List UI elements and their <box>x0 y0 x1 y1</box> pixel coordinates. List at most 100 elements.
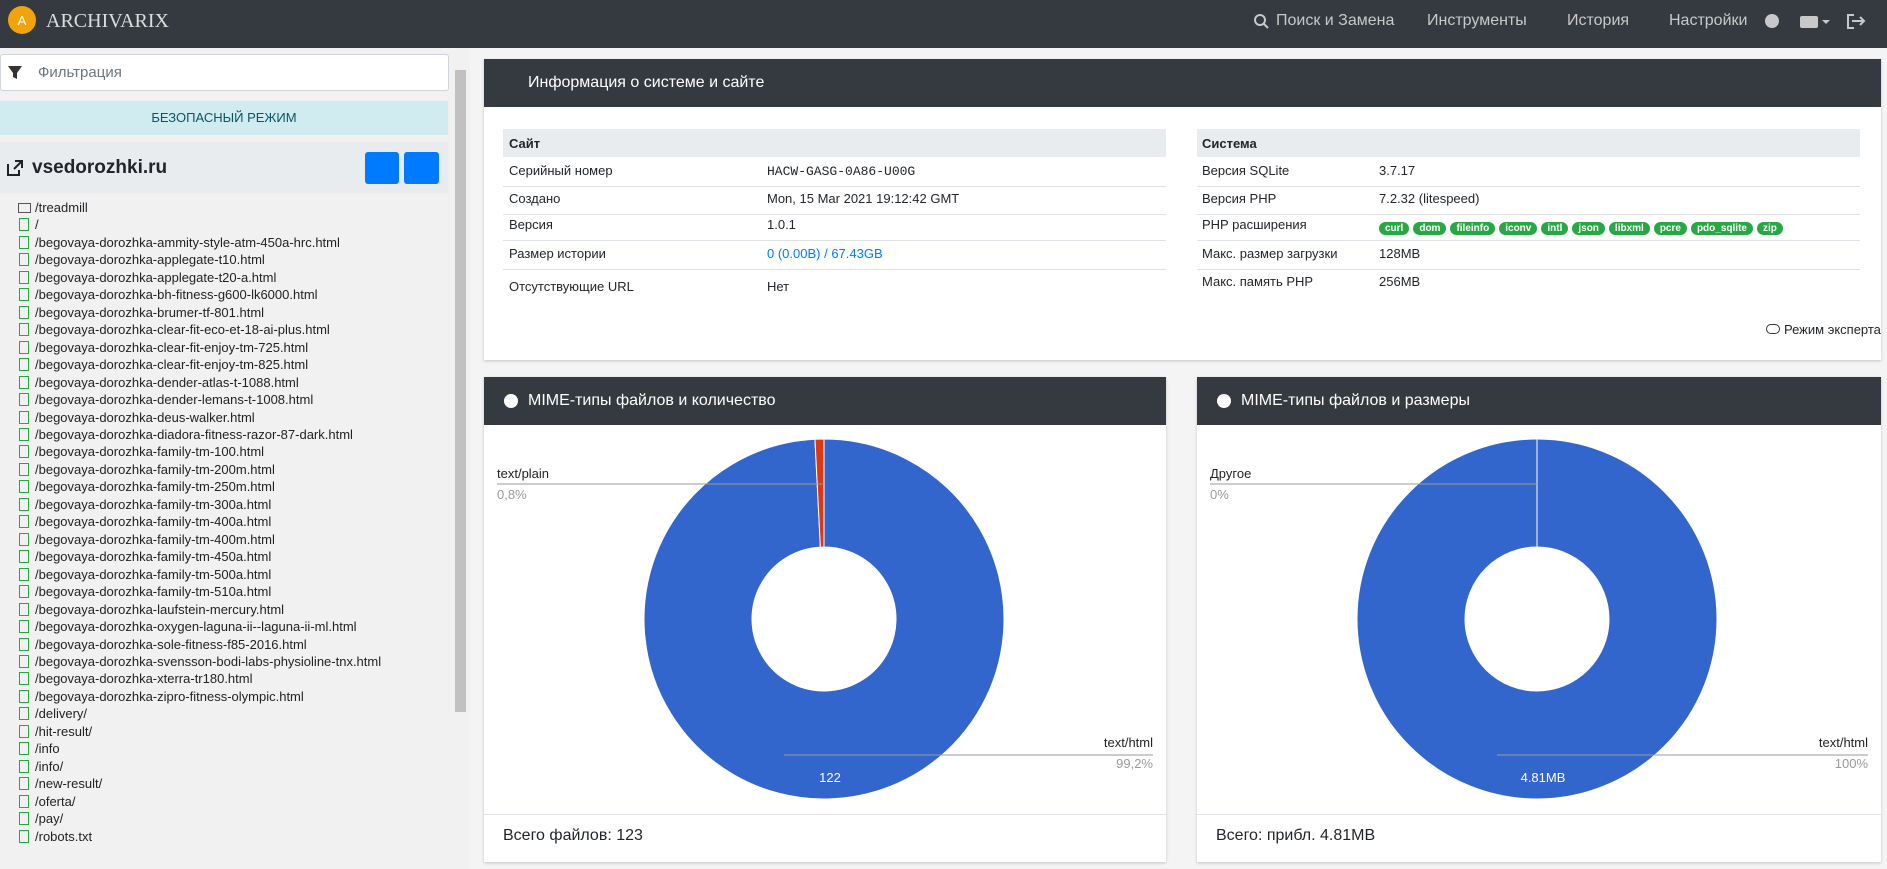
file-icon <box>19 760 29 773</box>
tree-file: /delivery/ <box>35 706 87 721</box>
row-label: Отсутствующие URL <box>509 279 634 294</box>
chart-footer: Всего: прибл. 4.81MB <box>1216 827 1375 845</box>
slice-percent: 100% <box>1835 756 1869 771</box>
tree-file: /begovaya-dorozhka-clear-fit-eco-et-18-a… <box>35 322 330 337</box>
nav-settings[interactable]: Настройки <box>1669 12 1747 30</box>
slice-label: Другое <box>1210 466 1251 481</box>
tree-file: /begovaya-dorozhka-oxygen-laguna-ii--lag… <box>35 619 357 634</box>
filter-placeholder: Фильтрация <box>38 64 122 81</box>
file-icon <box>19 830 29 843</box>
site-name[interactable]: vsedorozhki.ru <box>32 157 167 179</box>
row-divider <box>1197 240 1860 241</box>
folder-icon <box>18 203 31 213</box>
row-value: 1.0.1 <box>767 217 796 232</box>
badge: intl <box>1541 222 1568 235</box>
tree-file: /begovaya-dorozhka-bh-fitness-g600-lk600… <box>35 287 318 302</box>
file-icon <box>19 411 29 424</box>
system-header: Система <box>1202 136 1257 151</box>
row-label: Создано <box>509 191 560 206</box>
file-icon <box>19 655 29 668</box>
scrollbar[interactable] <box>454 54 467 869</box>
chart-title: MIME-типы файлов и размеры <box>1197 377 1881 425</box>
filter-input[interactable]: Фильтрация <box>0 54 449 91</box>
file-icon <box>19 725 29 738</box>
tree-file: /begovaya-dorozhka-family-tm-400m.html <box>35 532 275 547</box>
row-value: 7.2.32 (litespeed) <box>1379 191 1479 206</box>
badge: dom <box>1413 222 1446 235</box>
row-value: 3.7.17 <box>1379 163 1415 178</box>
file-icon <box>19 568 29 581</box>
tree-file: /begovaya-dorozhka-family-tm-100.html <box>35 444 264 459</box>
brand[interactable]: ARCHIVARIX <box>46 10 169 33</box>
tree-file: /robots.txt <box>35 829 92 844</box>
filter-icon <box>7 65 23 81</box>
tree-file: /begovaya-dorozhka-family-tm-300a.html <box>35 497 271 512</box>
row-divider <box>1197 214 1860 215</box>
nav-search[interactable]: Поиск и Замена <box>1276 12 1394 30</box>
row-value: Нет <box>767 279 789 294</box>
expand-button[interactable] <box>365 152 399 184</box>
file-icon <box>19 795 29 808</box>
tree-file: /info <box>35 741 60 756</box>
footer-line <box>484 814 1166 815</box>
tree-file: /begovaya-dorozhka-family-tm-200m.html <box>35 462 275 477</box>
row-label: PHP расширения <box>1202 217 1307 232</box>
tree-file: /begovaya-dorozhka-dender-lemans-t-1008.… <box>35 392 313 407</box>
row-label: Макс. размер загрузки <box>1202 246 1337 261</box>
tree-file: / <box>35 217 39 232</box>
file-icon <box>19 323 29 336</box>
logo: A <box>8 6 44 42</box>
site-header: Сайт <box>509 136 540 151</box>
row-value: 128MB <box>1379 246 1420 261</box>
value: Mon, 15 Mar 2021 19:12:42 GMT <box>767 191 959 206</box>
file-icon <box>19 445 29 458</box>
slice-percent: 0% <box>1210 487 1229 502</box>
row-label: Версия SQLite <box>1202 163 1289 178</box>
new-page-button[interactable] <box>404 152 439 184</box>
row-label: Серийный номер <box>509 163 613 178</box>
expert-mode[interactable]: Режим эксперта <box>1766 322 1881 337</box>
row-divider <box>1197 269 1860 270</box>
file-icon <box>19 603 29 616</box>
search-icon <box>1252 12 1272 32</box>
nav-tools[interactable]: Инструменты <box>1427 12 1527 30</box>
scroll-thumb[interactable] <box>455 70 466 712</box>
chart-panel: MIME-типы файлов и размеры Всего: прибл. … <box>1197 377 1881 862</box>
tree-file: /begovaya-dorozhka-sole-fitness-f85-2016… <box>35 637 307 652</box>
badge: json <box>1572 222 1605 235</box>
row-divider <box>503 186 1166 187</box>
tree-file: /begovaya-dorozhka-applegate-t20-a.html <box>35 270 276 285</box>
footer-line <box>1197 814 1881 815</box>
tree-file: /oferta/ <box>35 794 75 809</box>
slice-value: 4.81MB <box>1521 770 1566 785</box>
file-icon <box>19 271 29 284</box>
tree: /treadmill//begovaya-dorozhka-ammity-sty… <box>0 198 450 869</box>
row-value: 0 (0.00B) / 67.43GB <box>767 246 883 261</box>
file-icon <box>19 358 29 371</box>
chart-title: MIME-типы файлов и количество <box>484 377 1166 425</box>
file-icon <box>19 707 29 720</box>
row-divider <box>503 269 1166 270</box>
file-icon <box>19 742 29 755</box>
tree-file: /begovaya-dorozhka-clear-fit-enjoy-tm-72… <box>35 340 308 355</box>
row-label: Версия PHP <box>1202 191 1276 206</box>
file-icon <box>19 515 29 528</box>
badge: fileinfo <box>1450 222 1495 235</box>
chart-footer: Всего файлов: 123 <box>503 827 643 845</box>
badge: pdo_sqlite <box>1691 222 1753 235</box>
tree-file: /new-result/ <box>35 776 102 791</box>
file-icon <box>19 480 29 493</box>
safe-mode[interactable]: БЕЗОПАСНЫЙ РЕЖИМ <box>0 101 448 135</box>
tree-file: /begovaya-dorozhka-ammity-style-atm-450a… <box>35 235 340 250</box>
file-icon <box>19 428 29 441</box>
nav-history[interactable]: История <box>1567 12 1629 30</box>
nav-icons[interactable] <box>1762 12 1872 36</box>
chart-panel: MIME-типы файлов и количество Всего файло… <box>484 377 1166 862</box>
value: 1.0.1 <box>767 217 796 232</box>
badges: curldomfileinfoiconvintljsonlibxmlpcrepd… <box>1379 218 1787 236</box>
tree-file: /begovaya-dorozhka-applegate-t10.html <box>35 252 265 267</box>
value: 0 (0.00B) <box>767 246 820 261</box>
file-icon <box>19 236 29 249</box>
tree-file: /begovaya-dorozhka-family-tm-250m.html <box>35 479 275 494</box>
